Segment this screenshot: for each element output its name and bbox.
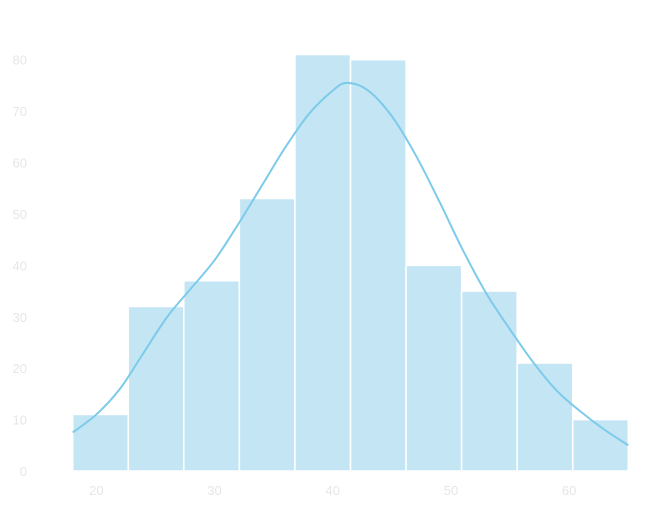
- histogram-bar-4: [238, 197, 296, 472]
- y-tick-label: 40: [13, 258, 27, 273]
- y-tick-label: 60: [13, 156, 27, 171]
- histogram-bar-6: [349, 58, 407, 472]
- y-axis-ticks: 0 10 20 30 40 50 60 70 80: [13, 53, 27, 479]
- y-tick-label: 0: [20, 464, 27, 479]
- y-tick-label: 20: [13, 361, 27, 376]
- x-tick-label: 20: [89, 483, 103, 498]
- y-tick-label: 30: [13, 310, 27, 325]
- kde-curve: [72, 81, 629, 447]
- x-axis-ticks: 20 30 40 50 60: [89, 483, 576, 498]
- y-tick-label: 50: [13, 207, 27, 222]
- histogram-bar-10: [571, 418, 630, 472]
- histogram-bar-1: [71, 413, 130, 472]
- histogram-bar-7: [405, 264, 463, 472]
- y-tick-label: 10: [13, 413, 27, 428]
- x-tick-label: 60: [562, 483, 576, 498]
- histogram-bar-9: [516, 362, 574, 472]
- x-tick-label: 50: [444, 483, 458, 498]
- histogram-bar-5: [294, 53, 352, 472]
- histogram-bars: [71, 53, 630, 472]
- y-tick-label: 70: [13, 104, 27, 119]
- histogram-bar-2: [127, 305, 185, 472]
- histogram-bar-3: [183, 280, 241, 472]
- x-tick-label: 40: [326, 483, 340, 498]
- y-tick-label: 80: [13, 53, 27, 68]
- histogram-bar-8: [460, 290, 518, 472]
- x-tick-label: 30: [207, 483, 221, 498]
